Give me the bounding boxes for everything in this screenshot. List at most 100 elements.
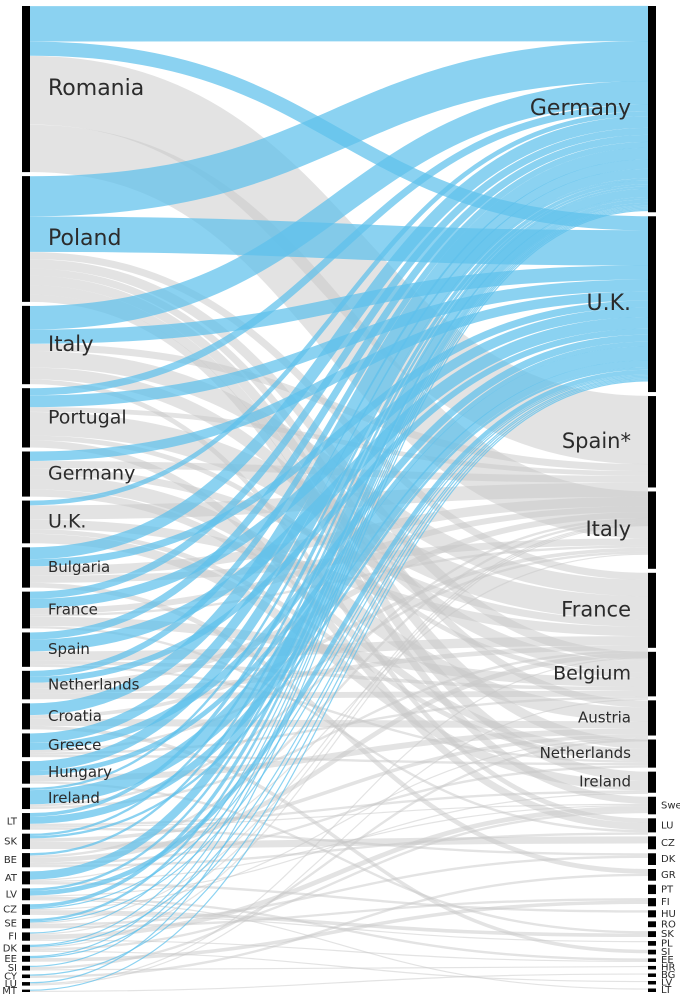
right-label-dk: DK — [661, 854, 676, 865]
left-node-lt — [22, 813, 30, 830]
flow-se-to-dk — [29, 855, 649, 927]
left-label-greece: Greece — [48, 736, 101, 754]
flow-hungary-to-u-k — [29, 341, 649, 776]
flow-poland-to-germany — [29, 41, 649, 217]
flow-si-to-austria — [29, 739, 649, 970]
flow-ee-to-germany — [29, 207, 649, 958]
right-label-gr: GR — [661, 870, 676, 881]
right-label-sweden: Sweden — [661, 801, 680, 812]
flow-fi-to-germany — [29, 205, 649, 934]
left-node-cz — [22, 904, 30, 915]
right-node-hr — [648, 965, 656, 970]
left-label-fi: FI — [8, 932, 17, 943]
flow-spain-to-belgium — [29, 660, 649, 691]
right-label-pt: PT — [661, 884, 674, 895]
right-label-austria: Austria — [578, 708, 631, 726]
left-node-at — [22, 871, 30, 885]
flow-se-to-germany — [29, 202, 649, 922]
left-node-lv — [22, 888, 30, 901]
right-node-france — [648, 572, 656, 648]
flow-be-to-netherlands — [29, 765, 649, 865]
left-label-mt: MT — [2, 986, 18, 997]
right-node-belgium — [648, 651, 656, 697]
flow-mt-to-bg — [29, 973, 649, 992]
flow-cy-to-gr — [29, 873, 649, 979]
flow-dk-to-germany — [29, 206, 649, 946]
left-node-portugal — [22, 388, 30, 448]
left-node-romania — [22, 6, 30, 173]
left-node-italy — [22, 305, 30, 385]
left-node-be — [22, 853, 30, 868]
left-node-se — [22, 918, 30, 929]
left-node-lu — [22, 982, 30, 986]
right-label-bg: BG — [661, 970, 675, 981]
flow-lt-to-ireland — [29, 790, 649, 827]
right-node-cz — [648, 836, 656, 850]
flow-lu-to-belgium — [29, 698, 649, 986]
flow-croatia-to-germany — [29, 147, 649, 716]
left-label-be: BE — [4, 855, 17, 866]
flow-at-to-sweden — [29, 804, 649, 882]
flow-at-to-hu — [29, 882, 649, 913]
right-label-sk: SK — [661, 929, 674, 940]
flow-cz-to-sk — [29, 910, 649, 938]
right-label-france: France — [561, 597, 631, 621]
right-node-lv — [648, 980, 656, 985]
right-label-lu: LU — [661, 820, 673, 831]
left-label-spain: Spain — [48, 640, 90, 658]
flow-fi-to-sweden — [29, 806, 649, 940]
left-label-si: SI — [8, 963, 17, 974]
flow-greece-to-germany — [29, 159, 649, 743]
right-label-belgium: Belgium — [553, 663, 631, 685]
right-node-spain — [648, 396, 656, 488]
left-node-cy — [22, 974, 30, 979]
left-label-hungary: Hungary — [48, 763, 112, 781]
right-node-dk — [648, 853, 656, 865]
flow-sk-to-u-k — [29, 367, 649, 839]
left-node-sk — [22, 833, 30, 850]
right-node-pt — [648, 884, 656, 895]
left-node-fi — [22, 932, 30, 941]
flow-se-to-spain — [29, 522, 649, 924]
flow-italy-to-germany — [29, 80, 649, 330]
flow-netherlands-to-u-k — [29, 328, 649, 683]
flow-netherlands-to-germany — [29, 141, 649, 677]
right-node-lu — [648, 818, 656, 833]
left-node-ireland — [22, 787, 30, 810]
right-node-hu — [648, 910, 656, 918]
left-node-greece — [22, 733, 30, 758]
left-label-cy: CY — [4, 971, 18, 982]
left-node-netherlands — [22, 670, 30, 700]
left-node-croatia — [22, 703, 30, 730]
right-node-germany — [648, 6, 656, 213]
left-label-ireland: Ireland — [48, 789, 100, 807]
label-layer: Romania Poland Italy Portugal Germany U.K. Bul… — [2, 76, 680, 997]
right-label-netherlands: Netherlands — [540, 744, 632, 762]
right-node-sweden — [648, 796, 656, 815]
right-node-austria — [648, 700, 656, 736]
left-node-poland — [22, 176, 30, 302]
left-label-bulgaria: Bulgaria — [48, 558, 110, 576]
flow-portugal-to-germany — [29, 104, 649, 396]
flow-cz-to-germany — [29, 199, 649, 908]
left-label-sk: SK — [4, 836, 17, 847]
flow-u-k-to-germany — [29, 111, 649, 506]
right-label-italy: Italy — [585, 517, 631, 541]
left-label-lt: LT — [7, 816, 18, 827]
flow-lu-to-germany — [29, 209, 649, 984]
right-node-bg — [648, 973, 656, 977]
right-label-si: SI — [661, 947, 670, 958]
left-label-portugal: Portugal — [48, 406, 127, 428]
left-node-ee — [22, 955, 30, 962]
right-label-u-k: U.K. — [586, 291, 631, 316]
right-node-ro — [648, 921, 656, 928]
left-node-si — [22, 965, 30, 971]
flow-fi-to-spain — [29, 523, 649, 935]
flow-be-to-germany — [29, 186, 649, 856]
left-label-se: SE — [4, 919, 17, 930]
flow-lv-to-ireland — [29, 792, 649, 897]
flow-ireland-to-germany — [29, 178, 649, 791]
right-label-pl: PL — [661, 938, 673, 949]
right-node-u-k — [648, 216, 656, 393]
right-label-ro: RO — [661, 919, 676, 930]
